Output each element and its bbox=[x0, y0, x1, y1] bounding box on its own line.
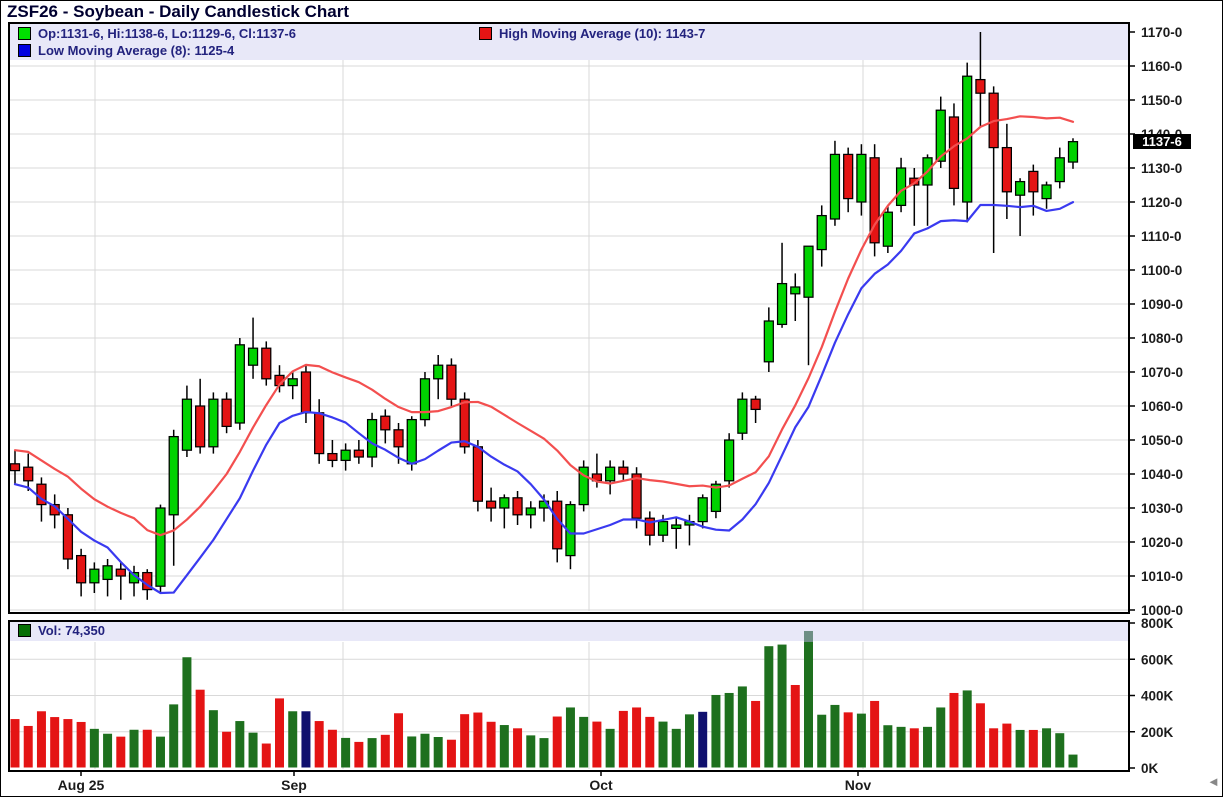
svg-text:1120-0: 1120-0 bbox=[1141, 195, 1182, 210]
svg-text:1170-0: 1170-0 bbox=[1141, 25, 1182, 40]
legend-high-ma-label: High Moving Average (10): 1143-7 bbox=[499, 26, 706, 41]
svg-text:1070-0: 1070-0 bbox=[1141, 365, 1183, 380]
svg-text:Oct: Oct bbox=[589, 777, 613, 793]
chart-title: ZSF26 - Soybean - Daily Candlestick Char… bbox=[7, 2, 349, 21]
scroll-left-arrow-icon[interactable]: ◄ bbox=[1207, 774, 1220, 789]
legend-high-ma: High Moving Average (10): 1143-7 bbox=[479, 26, 705, 41]
svg-text:1080-0: 1080-0 bbox=[1141, 331, 1183, 346]
svg-text:1090-0: 1090-0 bbox=[1141, 297, 1183, 312]
high-ma-swatch-icon bbox=[479, 27, 492, 40]
svg-text:1150-0: 1150-0 bbox=[1141, 93, 1182, 108]
svg-text:1000-0: 1000-0 bbox=[1141, 603, 1183, 618]
svg-text:1060-0: 1060-0 bbox=[1141, 399, 1183, 414]
legend-volume-label: Vol: 74,350 bbox=[38, 623, 105, 638]
legend-ohlc-label: Op:1131-6, Hi:1138-6, Lo:1129-6, Cl:1137… bbox=[38, 26, 296, 41]
svg-text:400K: 400K bbox=[1141, 689, 1174, 704]
svg-text:1160-0: 1160-0 bbox=[1141, 59, 1182, 74]
svg-text:Nov: Nov bbox=[845, 777, 872, 793]
svg-text:1030-0: 1030-0 bbox=[1141, 501, 1183, 516]
svg-text:600K: 600K bbox=[1141, 652, 1174, 667]
svg-text:1110-0: 1110-0 bbox=[1141, 229, 1182, 244]
svg-text:1100-0: 1100-0 bbox=[1141, 263, 1182, 278]
svg-text:1130-0: 1130-0 bbox=[1141, 161, 1182, 176]
svg-text:Sep: Sep bbox=[281, 777, 307, 793]
volume-legend-strip bbox=[10, 622, 1128, 641]
svg-text:1020-0: 1020-0 bbox=[1141, 535, 1183, 550]
price-legend-strip bbox=[10, 24, 1128, 60]
volume-swatch-icon bbox=[18, 624, 31, 637]
svg-text:200K: 200K bbox=[1141, 725, 1174, 740]
svg-text:800K: 800K bbox=[1141, 616, 1174, 631]
legend-low-ma-label: Low Moving Average (8): 1125-4 bbox=[38, 43, 235, 58]
svg-text:1040-0: 1040-0 bbox=[1141, 467, 1183, 482]
svg-text:Aug 25: Aug 25 bbox=[58, 777, 105, 793]
legend-volume: Vol: 74,350 bbox=[18, 623, 105, 638]
low-ma-swatch-icon bbox=[18, 44, 31, 57]
legend-ohlc: Op:1131-6, Hi:1138-6, Lo:1129-6, Cl:1137… bbox=[18, 26, 296, 41]
ohlc-swatch-icon bbox=[18, 27, 31, 40]
svg-text:1050-0: 1050-0 bbox=[1141, 433, 1183, 448]
last-price-label: 1137-6 bbox=[1133, 134, 1191, 150]
svg-text:1010-0: 1010-0 bbox=[1141, 569, 1183, 584]
svg-text:0K: 0K bbox=[1141, 761, 1159, 776]
legend-low-ma: Low Moving Average (8): 1125-4 bbox=[18, 43, 234, 58]
